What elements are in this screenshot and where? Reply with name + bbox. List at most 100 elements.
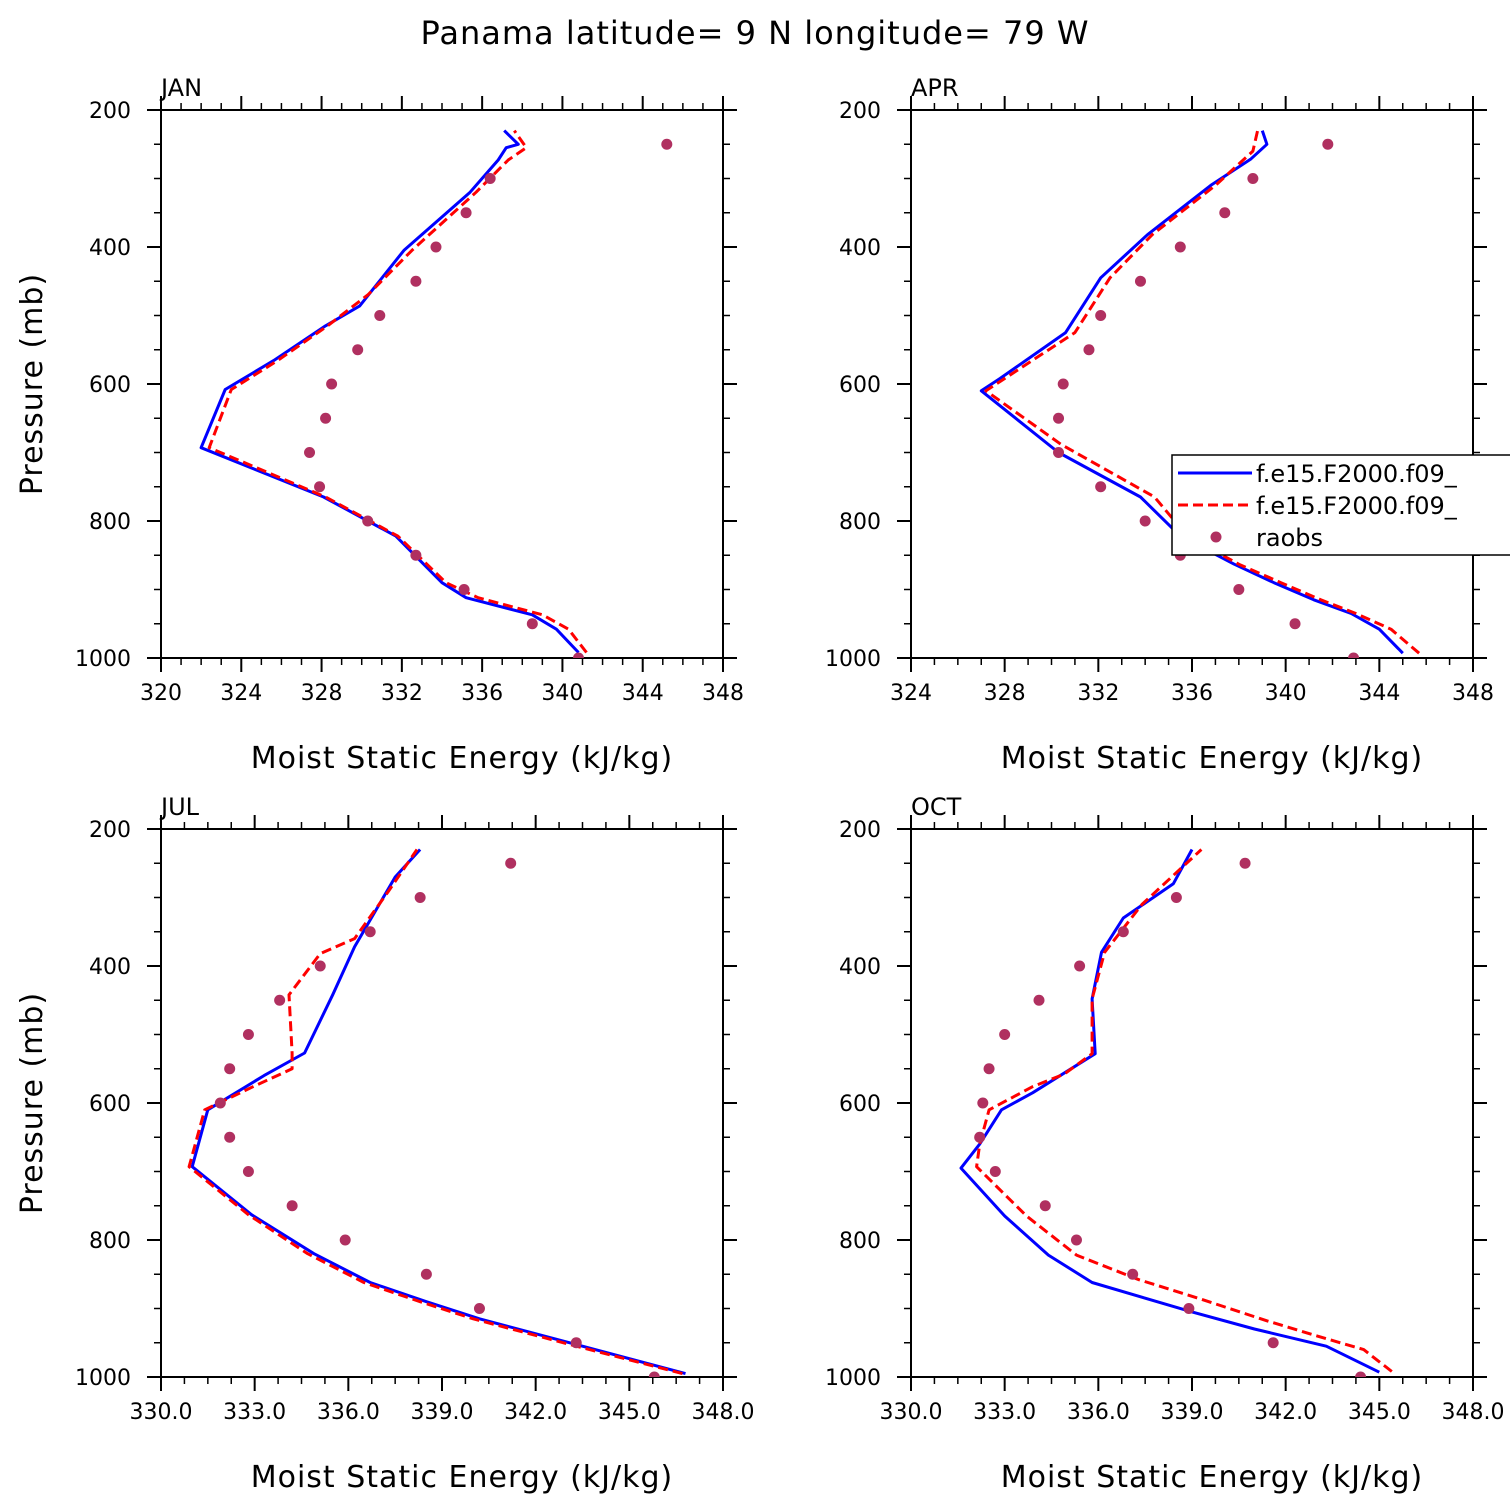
raobs-point [661, 138, 673, 150]
x-tick-label: 320 [140, 681, 182, 706]
raobs-point [983, 1063, 995, 1075]
raobs-point [339, 1234, 351, 1246]
x-tick-label: 336 [461, 681, 503, 706]
x-tick-label: 333.0 [223, 1400, 286, 1425]
raobs-point [1289, 618, 1301, 630]
panel-jan: JAN 320 324 328 332 336 340 344 348 200 400 600 800 1… [15, 74, 744, 776]
model1-line [199, 129, 580, 654]
raobs-point [1219, 207, 1231, 219]
legend-entry-label: f.e15.F2000.f09_ [1256, 492, 1458, 520]
x-tick-label: 330.0 [130, 1400, 193, 1425]
y-tick-label: 200 [89, 99, 131, 124]
raobs-point [1117, 926, 1129, 938]
raobs-point [414, 892, 426, 903]
x-tick-label: 336 [1171, 681, 1213, 706]
raobs-point [304, 447, 316, 458]
y-axis-label: Pressure (mb) [15, 992, 50, 1214]
model1-line [959, 848, 1380, 1374]
panel-label: JAN [159, 74, 202, 102]
raobs-point [1233, 584, 1245, 595]
x-tick-label: 342.0 [504, 1400, 567, 1425]
x-tick-label: 345.0 [1348, 1400, 1411, 1425]
model1-line [190, 848, 686, 1376]
raobs-point [1053, 447, 1065, 458]
model2-line [984, 130, 1421, 655]
raobs-point [224, 1131, 236, 1143]
y-tick-label: 1000 [75, 1366, 131, 1391]
raobs-point [1083, 344, 1095, 356]
x-tick-label: 332 [381, 681, 423, 706]
raobs-point [473, 1303, 485, 1314]
raobs-point [1095, 310, 1107, 321]
y-tick-label: 400 [839, 236, 881, 261]
raobs-point [326, 378, 338, 390]
raobs-point [572, 652, 584, 658]
x-tick-label: 336.0 [317, 1400, 380, 1425]
raobs-point [458, 584, 470, 595]
x-tick-label: 348.0 [1442, 1400, 1505, 1425]
raobs-point [1247, 173, 1259, 184]
raobs-point [1057, 378, 1069, 390]
y-tick-label: 1000 [825, 647, 881, 672]
x-tick-label: 340 [541, 681, 583, 706]
y-tick-label: 800 [89, 510, 131, 535]
raobs-point [314, 960, 326, 972]
panel-label: JUL [159, 793, 200, 821]
legend: f.e15.F2000.f09_ f.e15.F2000.f09_raobs [1171, 454, 1510, 556]
y-tick-label: 600 [89, 1092, 131, 1117]
data-layer [199, 129, 673, 658]
x-tick-label: 324 [220, 681, 262, 706]
x-axis-label: Moist Static Energy (kJ/kg) [1001, 741, 1424, 776]
raobs-point [1039, 1200, 1051, 1212]
raobs-point [1183, 1303, 1195, 1314]
raobs-point [430, 241, 442, 253]
x-tick-label: 345.0 [598, 1400, 661, 1425]
x-tick-label: 328 [984, 681, 1026, 706]
panel-jul: JUL 330.0 333.0 336.0 339.0 342.0 345.0 348.0 20… [15, 793, 754, 1495]
raobs-point [314, 481, 326, 493]
raobs-point [1074, 960, 1086, 972]
y-tick-label: 400 [89, 955, 131, 980]
y-tick-label: 600 [89, 373, 131, 398]
raobs-point [977, 1097, 989, 1109]
figure-title: Panama latitude= 9 N longitude= 79 W [421, 14, 1090, 52]
x-tick-label: 339.0 [411, 1400, 474, 1425]
y-tick-label: 400 [89, 236, 131, 261]
raobs-point [362, 515, 374, 527]
raobs-point [1139, 515, 1151, 527]
x-tick-label: 344 [1358, 681, 1400, 706]
panel-label: OCT [911, 793, 962, 821]
x-tick-label: 348 [1452, 681, 1494, 706]
raobs-point [974, 1131, 986, 1143]
raobs-point [460, 207, 472, 219]
raobs-point [484, 173, 496, 184]
panels: JAN 320 324 328 332 336 340 344 348 200 400 600 800 1… [15, 74, 1510, 1495]
y-tick-label: 600 [839, 1092, 881, 1117]
x-axis-label: Moist Static Energy (kJ/kg) [251, 741, 674, 776]
y-tick-label: 400 [839, 955, 881, 980]
raobs-point [1322, 138, 1334, 150]
raobs-point [214, 1097, 226, 1109]
raobs-point [999, 1029, 1011, 1040]
raobs-point [420, 1268, 432, 1280]
raobs-point [1170, 892, 1182, 903]
raobs-point [224, 1063, 236, 1075]
raobs-point [1267, 1337, 1279, 1349]
raobs-point [352, 344, 364, 356]
x-tick-label: 348 [702, 681, 744, 706]
model1-line [979, 130, 1404, 655]
raobs-point [242, 1166, 254, 1177]
legend-entry-label: raobs [1256, 524, 1323, 552]
x-tick-label: 342.0 [1254, 1400, 1317, 1425]
raobs-point [1095, 481, 1107, 493]
y-tick-label: 200 [839, 818, 881, 843]
raobs-point [1070, 1234, 1082, 1246]
y-tick-label: 600 [839, 373, 881, 398]
y-tick-label: 1000 [75, 647, 131, 672]
panel-oct: OCT 330.0 333.0 336.0 339.0 342.0 345.0 348.0 20… [825, 793, 1504, 1495]
x-axis-label: Moist Static Energy (kJ/kg) [1001, 1460, 1424, 1495]
x-tick-label: 330.0 [880, 1400, 943, 1425]
y-tick-label: 800 [839, 510, 881, 535]
